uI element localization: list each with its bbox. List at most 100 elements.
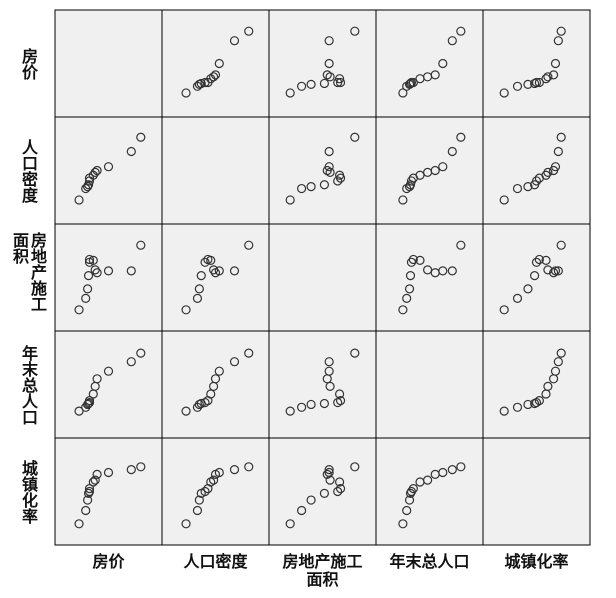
point bbox=[82, 495, 93, 505]
point bbox=[556, 240, 566, 250]
point bbox=[136, 462, 146, 472]
point bbox=[541, 74, 551, 84]
point bbox=[324, 465, 334, 475]
point bbox=[404, 284, 415, 294]
point bbox=[556, 132, 566, 142]
panel bbox=[482, 116, 591, 225]
point bbox=[335, 396, 346, 406]
point bbox=[499, 195, 509, 205]
point bbox=[324, 357, 334, 367]
point bbox=[550, 162, 561, 172]
point bbox=[126, 465, 136, 475]
point bbox=[406, 176, 417, 186]
point bbox=[335, 170, 345, 180]
point bbox=[214, 366, 224, 376]
point bbox=[88, 255, 98, 265]
point bbox=[297, 402, 307, 412]
point bbox=[82, 284, 93, 294]
point bbox=[285, 195, 295, 205]
point bbox=[402, 293, 412, 303]
point bbox=[181, 305, 191, 315]
point bbox=[534, 254, 544, 265]
point bbox=[553, 266, 563, 276]
point bbox=[512, 293, 523, 303]
point bbox=[499, 88, 509, 98]
point bbox=[92, 374, 102, 384]
point bbox=[406, 257, 417, 267]
point bbox=[553, 36, 563, 46]
panel bbox=[161, 116, 270, 225]
panel bbox=[268, 9, 377, 118]
point bbox=[136, 132, 146, 142]
point bbox=[408, 484, 418, 494]
point bbox=[456, 26, 466, 36]
point bbox=[550, 366, 561, 376]
point bbox=[244, 240, 254, 250]
point bbox=[447, 146, 457, 157]
point bbox=[322, 70, 332, 80]
point bbox=[103, 467, 114, 478]
point bbox=[335, 477, 345, 487]
point bbox=[541, 255, 551, 265]
point bbox=[456, 240, 466, 250]
point bbox=[84, 484, 95, 494]
point bbox=[531, 176, 542, 186]
row-label: 城镇化率 bbox=[19, 460, 38, 524]
point bbox=[398, 88, 408, 98]
point bbox=[523, 182, 533, 192]
point bbox=[319, 398, 329, 409]
column-label: 房价 bbox=[92, 552, 125, 571]
point bbox=[398, 519, 408, 529]
panel bbox=[375, 116, 484, 225]
point bbox=[194, 495, 204, 505]
point bbox=[423, 475, 433, 485]
panel bbox=[268, 223, 377, 332]
point bbox=[206, 255, 216, 265]
point bbox=[200, 397, 210, 408]
point bbox=[209, 72, 219, 82]
point bbox=[126, 357, 136, 367]
point bbox=[136, 240, 146, 250]
point bbox=[181, 519, 191, 529]
point bbox=[200, 257, 210, 267]
panel bbox=[268, 116, 377, 225]
point bbox=[74, 519, 84, 529]
point bbox=[306, 182, 316, 192]
point bbox=[333, 397, 343, 408]
point bbox=[402, 505, 412, 516]
point bbox=[430, 70, 440, 80]
point bbox=[324, 162, 334, 172]
point bbox=[285, 406, 295, 416]
point bbox=[90, 265, 100, 275]
point bbox=[92, 268, 102, 278]
point bbox=[499, 305, 509, 315]
point bbox=[534, 396, 544, 406]
point bbox=[335, 77, 346, 88]
point bbox=[322, 469, 332, 479]
point bbox=[297, 183, 307, 194]
point bbox=[333, 176, 343, 186]
panel bbox=[482, 223, 591, 332]
panel bbox=[482, 330, 591, 439]
point bbox=[438, 467, 448, 478]
point bbox=[556, 26, 566, 36]
point bbox=[456, 462, 466, 472]
panel bbox=[375, 437, 484, 546]
point bbox=[88, 477, 98, 487]
point bbox=[83, 271, 94, 281]
point bbox=[447, 465, 457, 475]
point bbox=[84, 486, 95, 497]
point bbox=[81, 293, 91, 303]
point bbox=[499, 406, 509, 416]
point bbox=[548, 70, 559, 80]
panel bbox=[161, 437, 270, 546]
point bbox=[306, 399, 316, 410]
point bbox=[325, 167, 335, 177]
point bbox=[297, 81, 307, 91]
point bbox=[210, 374, 221, 384]
point bbox=[556, 348, 566, 358]
panel bbox=[161, 330, 270, 439]
point bbox=[181, 406, 191, 416]
point bbox=[438, 162, 448, 172]
